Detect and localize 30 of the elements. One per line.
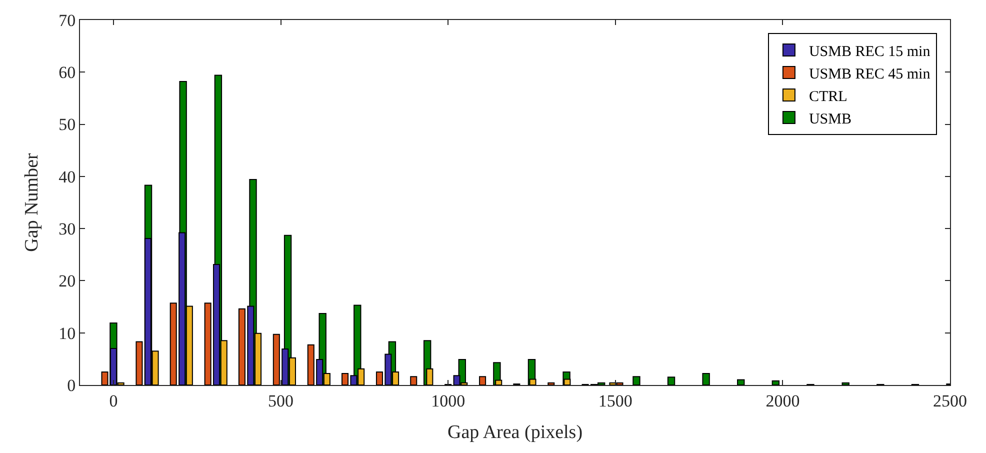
x-tick-label: 2000 (766, 391, 800, 410)
y-axis-title: Gap Number (21, 152, 42, 252)
bar (702, 373, 710, 385)
bar (136, 341, 143, 385)
y-tick-label: 20 (58, 272, 76, 291)
y-tick-label: 0 (67, 376, 76, 395)
x-tick-label: 0 (109, 391, 118, 410)
bar (667, 376, 676, 385)
x-tick-label: 2500 (933, 391, 967, 410)
legend-label: USMB REC 45 min (808, 66, 931, 82)
bar (410, 376, 418, 385)
legend-label: CTRL (808, 88, 848, 105)
legend-label: USMB (808, 111, 852, 128)
y-tick-label: 70 (58, 10, 76, 30)
legend-label: USMB REC 15 min (808, 44, 931, 60)
bar (548, 382, 555, 385)
y-tick-label: 50 (58, 115, 76, 134)
x-axis-title: Gap Area (pixels) (447, 422, 583, 444)
bar (479, 376, 486, 385)
bar (737, 379, 745, 385)
x-tick-label: 1000 (431, 391, 466, 410)
x-tick-label: 500 (268, 391, 294, 410)
bar (772, 380, 780, 385)
y-tick-label: 30 (58, 220, 76, 239)
bar (632, 376, 640, 385)
y-tick-label: 40 (58, 167, 76, 186)
y-tick-label: 10 (58, 324, 76, 343)
x-tick-label: 1500 (598, 391, 632, 410)
bar (842, 382, 850, 385)
y-tick-label: 60 (58, 63, 76, 82)
